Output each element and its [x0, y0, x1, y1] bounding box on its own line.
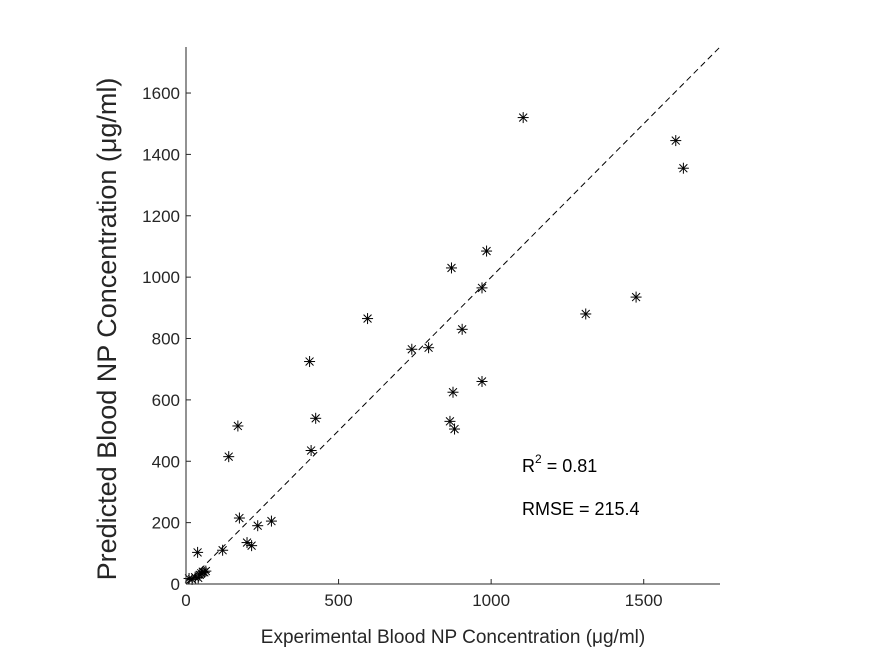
r-squared-symbol: R: [522, 456, 535, 476]
data-point: [449, 423, 461, 435]
data-point: [580, 308, 592, 320]
data-point: [246, 540, 258, 552]
data-point: [670, 135, 682, 147]
data-point: [310, 412, 322, 424]
y-tick-label: 400: [152, 452, 180, 471]
x-axis-title: Experimental Blood NP Concentration (μg/…: [261, 627, 645, 648]
y-tick-label: 0: [171, 575, 180, 594]
y-tick-label: 1200: [142, 207, 180, 226]
r-squared-annotation: R2 = 0.81: [522, 452, 597, 476]
data-point: [241, 537, 253, 549]
data-point: [677, 162, 689, 174]
data-point: [232, 420, 244, 432]
r-squared-value: = 0.81: [542, 456, 598, 476]
r-squared-exponent: 2: [535, 452, 542, 466]
data-point: [265, 515, 277, 527]
data-point: [445, 262, 457, 274]
data-point: [447, 386, 459, 398]
reference-line-group: [185, 46, 721, 585]
rmse-annotation: RMSE = 215.4: [522, 499, 640, 519]
data-point: [481, 245, 493, 257]
data-point: [423, 342, 435, 354]
data-point: [630, 291, 642, 303]
x-tick-label: 500: [324, 591, 352, 610]
data-point: [362, 313, 374, 325]
y-tick-label: 200: [152, 514, 180, 533]
x-tick-label: 1000: [472, 591, 510, 610]
data-point: [304, 356, 316, 368]
y-tick-label: 1000: [142, 268, 180, 287]
x-tick-label: 1500: [625, 591, 663, 610]
y-tick-label: 1400: [142, 145, 180, 164]
axes-group: [185, 47, 720, 585]
data-point: [217, 544, 229, 556]
points-group: [183, 112, 689, 585]
y-axis-title: Predicted Blood NP Concentration (μg/ml): [92, 78, 122, 581]
x-tick-label: 0: [181, 591, 190, 610]
data-point: [476, 375, 488, 387]
data-point: [476, 282, 488, 294]
data-point: [192, 546, 204, 558]
data-point: [406, 343, 418, 355]
y-tick-label: 600: [152, 391, 180, 410]
data-point: [444, 415, 456, 427]
data-point: [456, 323, 468, 335]
data-point: [517, 112, 529, 124]
y-tick-label: 800: [152, 330, 180, 349]
data-point: [252, 520, 264, 532]
data-point: [200, 565, 212, 577]
ticks-group: 0 500 1000 1500 0 200 400 600 800 1000 1200 1400 160…: [142, 84, 662, 610]
data-point: [233, 512, 245, 524]
data-point: [223, 451, 235, 463]
data-point: [305, 445, 317, 457]
y-tick-label: 1600: [142, 84, 180, 103]
reference-line: [185, 46, 721, 585]
